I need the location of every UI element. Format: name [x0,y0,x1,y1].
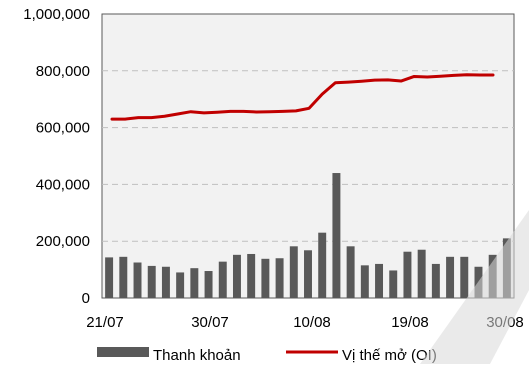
bar [147,265,156,298]
bar [176,272,185,298]
x-tick-label: 10/08 [293,314,331,331]
y-tick-label: 200,000 [36,233,90,250]
bar [431,263,440,298]
bar [304,250,312,298]
bar [417,249,426,298]
y-tick-label: 1,000,000 [23,6,90,23]
line-series [110,73,495,121]
bar [232,254,241,298]
bar [161,266,170,298]
bar [218,261,227,298]
y-axis: 0 200,000 400,000 600,000 800,000 1,000,000 [23,6,90,307]
bar [190,268,199,298]
bar [261,258,270,298]
bar [204,271,213,298]
legend-label-line: Vị thế mở (OI) [342,347,437,364]
legend-label-bars: Thanh khoản [153,347,241,364]
y-tick-label: 400,000 [36,176,90,193]
x-tick-label: 30/07 [191,314,229,331]
bar [289,246,298,298]
bar [105,257,114,298]
watermark-stripe [420,210,529,364]
legend: Thanh khoản Vị thế mở (OI) [97,347,437,364]
bar [460,256,469,298]
x-tick-label: 19/08 [391,314,429,331]
bar [275,258,284,298]
bar [346,246,355,298]
bar [403,251,412,298]
legend-swatch-bars [97,347,149,357]
bar [119,256,128,298]
bar [360,265,369,298]
y-tick-label: 800,000 [36,63,90,80]
bar [133,262,142,298]
bar [332,173,341,298]
bar [446,256,455,298]
bar [389,270,398,298]
x-tick-label: 21/07 [86,314,124,331]
bar [375,263,384,298]
bar [318,232,327,298]
y-tick-label: 600,000 [36,120,90,137]
y-tick-label: 0 [82,290,90,307]
oi-line [110,73,495,121]
grid-lines [102,70,514,242]
bar [247,253,256,298]
